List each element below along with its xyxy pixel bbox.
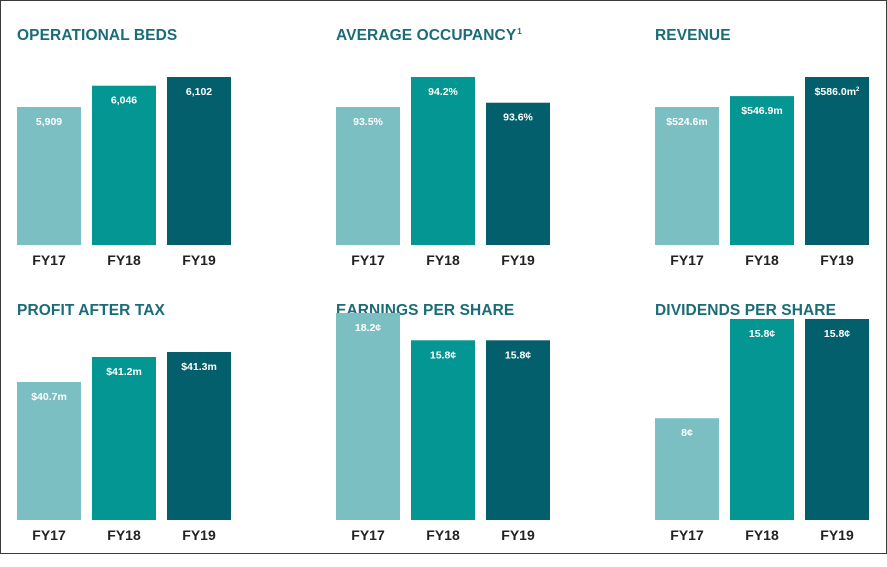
bar-fy19	[167, 77, 231, 245]
category-label: FY18	[745, 252, 779, 268]
bar-value-label: 93.6%	[503, 112, 533, 124]
profit-after-tax-chart: PROFIT AFTER TAX $40.7m FY17 $41.2m FY18 $41…	[17, 302, 267, 567]
dividends-per-share-chart: DIVIDENDS PER SHARE 8¢ FY17 15.8¢ FY18 15.8¢…	[655, 302, 887, 567]
category-label: FY19	[501, 252, 535, 268]
bar-fy18	[92, 357, 156, 520]
category-label: FY19	[820, 252, 854, 268]
bar-value-label: 6,102	[186, 86, 212, 98]
revenue-chart: REVENUE $524.6m FY17 $546.9m FY18 $586.0m2 FY…	[655, 27, 887, 292]
bar-fy17	[17, 382, 81, 520]
chart-title: DIVIDENDS PER SHARE	[655, 302, 837, 320]
category-label: FY19	[182, 527, 216, 543]
category-label: FY17	[670, 527, 704, 543]
bar-fy17	[17, 107, 81, 245]
category-label: FY18	[107, 527, 141, 543]
bar-value-label: 5,909	[36, 116, 62, 128]
bar-value-label: 94.2%	[428, 86, 458, 98]
bar-fy17	[336, 107, 400, 245]
chart-title: AVERAGE OCCUPANCY1	[336, 27, 522, 45]
bar-value-label: 8¢	[681, 427, 693, 439]
category-label: FY19	[501, 527, 535, 543]
chart-plot: 18.2¢ FY17 15.8¢ FY18 15.8¢ FY19	[336, 313, 550, 543]
category-label: FY18	[745, 527, 779, 543]
chart-title: OPERATIONAL BEDS	[17, 27, 178, 45]
chart-plot: 8¢ FY17 15.8¢ FY18 15.8¢ FY19	[655, 319, 869, 543]
chart-title: REVENUE	[655, 27, 731, 45]
category-label: FY18	[426, 252, 460, 268]
bar-fy19	[805, 77, 869, 245]
category-label: FY18	[426, 527, 460, 543]
kpi-chart-grid: OPERATIONAL BEDS 5,909 FY17 6,046 FY18 6,102…	[0, 0, 887, 554]
chart-plot: $524.6m FY17 $546.9m FY18 $586.0m2 FY19	[655, 77, 869, 268]
category-label: FY17	[32, 527, 66, 543]
bar-value-label: $41.2m	[106, 366, 142, 378]
bar-fy18	[730, 96, 794, 245]
category-label: FY17	[670, 252, 704, 268]
earnings-per-share-chart: EARNINGS PER SHARE 18.2¢ FY17 15.8¢ FY18 15.…	[336, 302, 586, 567]
bar-fy17	[336, 313, 400, 520]
bar-fy19	[805, 319, 869, 520]
chart-plot: 5,909 FY17 6,046 FY18 6,102 FY19	[17, 77, 231, 268]
bar-value-label: 15.8¢	[824, 328, 850, 340]
category-label: FY18	[107, 252, 141, 268]
bar-value-label: 15.8¢	[505, 349, 531, 361]
bar-value-label: $546.9m	[741, 105, 782, 117]
bar-fy19	[167, 352, 231, 520]
bar-value-label: $41.3m	[181, 361, 217, 373]
bar-fy19	[486, 340, 550, 520]
category-label: FY17	[351, 527, 385, 543]
bar-fy18	[730, 319, 794, 520]
average-occupancy-chart: AVERAGE OCCUPANCY1 93.5% FY17 94.2% FY18 93.…	[336, 27, 586, 292]
bar-value-label: 15.8¢	[430, 349, 456, 361]
bar-fy18	[411, 340, 475, 520]
chart-plot: $40.7m FY17 $41.2m FY18 $41.3m FY19	[17, 352, 231, 543]
bar-fy17	[655, 107, 719, 245]
category-label: FY17	[32, 252, 66, 268]
bar-value-label: $40.7m	[31, 391, 67, 403]
bar-value-label: 15.8¢	[749, 328, 775, 340]
bar-value-label: $524.6m	[666, 116, 707, 128]
chart-plot: 93.5% FY17 94.2% FY18 93.6% FY19	[336, 77, 550, 268]
category-label: FY19	[182, 252, 216, 268]
category-label: FY17	[351, 252, 385, 268]
category-label: FY19	[820, 527, 854, 543]
operational-beds-chart: OPERATIONAL BEDS 5,909 FY17 6,046 FY18 6,102…	[17, 27, 267, 292]
bar-value-label: $586.0m2	[815, 86, 860, 98]
bar-value-label: 6,046	[111, 95, 137, 107]
bar-fy18	[92, 85, 156, 245]
bar-fy18	[411, 77, 475, 245]
chart-title: PROFIT AFTER TAX	[17, 302, 165, 320]
bar-value-label: 18.2¢	[355, 322, 381, 334]
bar-fy19	[486, 102, 550, 245]
bar-value-label: 93.5%	[353, 116, 383, 128]
bar-fy17	[655, 418, 719, 520]
